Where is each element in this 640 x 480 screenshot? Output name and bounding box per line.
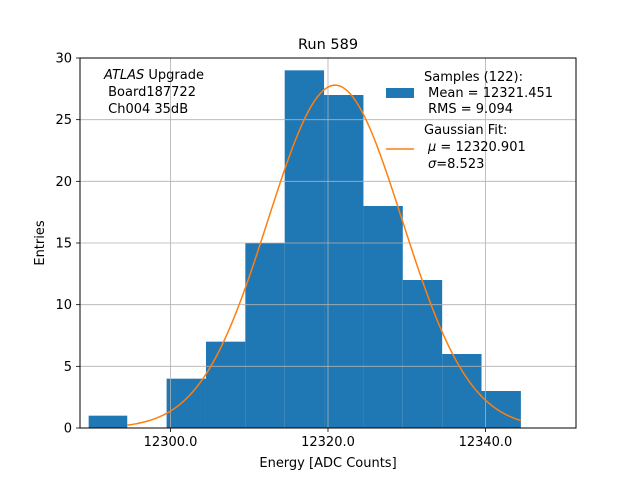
annotation-atlas: ATLAS xyxy=(103,68,144,83)
y-tick-label: 5 xyxy=(64,360,72,375)
detector-annotation: ATLAS Upgrade Board187722 Ch004 35dB xyxy=(103,68,204,117)
x-axis-label: Energy [ADC Counts] xyxy=(259,456,396,471)
x-tick-label: 12320.0 xyxy=(301,435,355,450)
annotation-upgrade: Upgrade xyxy=(144,68,204,83)
x-axis-ticks: 12300.0 12320.0 12340.0 xyxy=(144,428,513,450)
legend-fit-sigma: σ=8.523 xyxy=(428,157,484,172)
histogram-bar xyxy=(284,70,325,428)
histogram-bar xyxy=(324,95,364,428)
chart-title: Run 589 xyxy=(298,37,358,53)
y-axis-label: Entries xyxy=(33,220,48,266)
y-tick-label: 15 xyxy=(55,237,72,252)
y-tick-label: 20 xyxy=(55,175,72,190)
annotation-line-1: ATLAS Upgrade xyxy=(103,68,204,83)
histogram-bar xyxy=(442,354,482,428)
legend-samples-swatch xyxy=(386,88,414,98)
gaussian-fit-curve xyxy=(127,84,522,426)
histogram-bar xyxy=(481,391,521,428)
histogram-bar xyxy=(363,206,403,428)
legend-samples-mean: Mean = 12321.451 xyxy=(424,86,553,101)
legend-sigma-value: =8.523 xyxy=(436,157,484,172)
annotation-channel: Ch004 35dB xyxy=(104,102,188,117)
histogram-bar xyxy=(402,280,443,428)
legend-fit-mu: μ = 12320.901 xyxy=(427,140,526,155)
y-tick-label: 0 xyxy=(64,422,72,437)
legend-sigma-symbol: σ xyxy=(428,157,437,172)
y-tick-label: 10 xyxy=(55,298,72,313)
y-axis-ticks: 0 5 10 15 20 25 30 xyxy=(55,52,80,437)
y-tick-label: 25 xyxy=(55,113,72,128)
legend-samples-title: Samples (122): xyxy=(424,70,523,85)
histogram-bar xyxy=(88,415,128,428)
histogram-bar xyxy=(205,341,246,428)
legend-mu-value: = 12320.901 xyxy=(436,140,525,155)
legend: Samples (122): Mean = 12321.451 RMS = 9.… xyxy=(386,70,553,172)
annotation-board: Board187722 xyxy=(104,85,196,100)
histogram-bar xyxy=(166,378,206,428)
legend-fit-title: Gaussian Fit: xyxy=(424,123,507,138)
y-tick-label: 30 xyxy=(55,52,72,67)
x-tick-label: 12300.0 xyxy=(144,435,198,450)
legend-samples-rms: RMS = 9.094 xyxy=(424,102,513,117)
x-tick-label: 12340.0 xyxy=(459,435,513,450)
histogram-bar xyxy=(245,243,285,428)
legend-mu-symbol: μ xyxy=(427,140,436,155)
